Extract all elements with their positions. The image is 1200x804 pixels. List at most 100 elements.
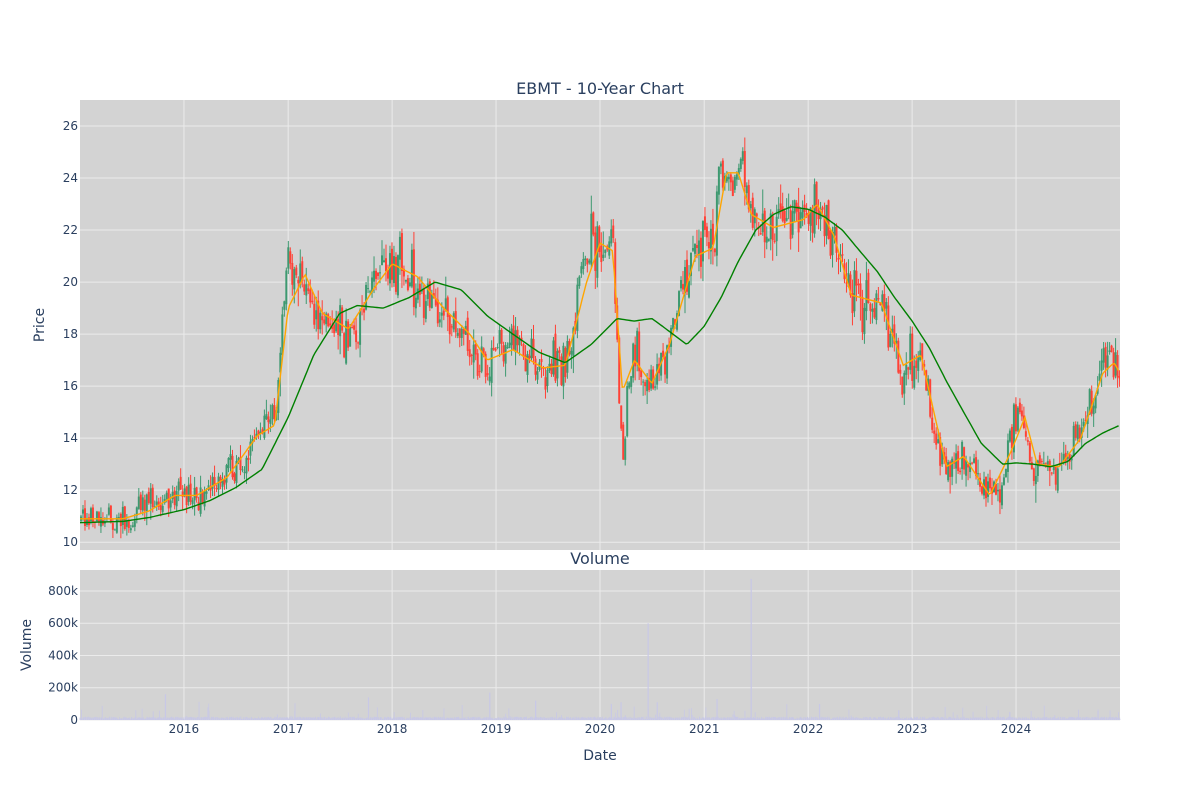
volume-bar <box>711 717 713 720</box>
volume-bar <box>341 718 342 720</box>
candle-body <box>418 283 421 295</box>
candle-body <box>650 369 653 389</box>
volume-bar <box>909 718 910 720</box>
volume-bar <box>1028 719 1030 720</box>
volume-bar <box>378 718 380 720</box>
volume-bar <box>296 717 298 720</box>
volume-bar <box>133 719 135 720</box>
candle <box>610 219 613 247</box>
volume-bar <box>592 719 593 720</box>
candle-body <box>1078 427 1081 439</box>
candle-body <box>664 356 667 375</box>
volume-bar <box>527 718 529 720</box>
volume-bar <box>633 706 635 720</box>
volume-bar <box>655 714 656 720</box>
volume-bar <box>883 717 885 720</box>
volume-bar <box>552 717 554 720</box>
x-tick-label: 2023 <box>897 722 928 736</box>
candle <box>381 240 384 266</box>
candle-body <box>494 348 497 351</box>
candle-body <box>440 312 443 316</box>
volume-bar <box>464 719 466 720</box>
volume-bar <box>85 719 87 720</box>
candle <box>919 342 922 362</box>
volume-bar <box>867 718 869 720</box>
volume-bar <box>396 717 398 720</box>
volume-bar <box>478 717 480 720</box>
candle <box>1008 428 1011 443</box>
candle-body <box>416 288 419 300</box>
volume-bar <box>671 719 673 720</box>
candle-body <box>785 217 788 221</box>
candle-body <box>624 438 627 460</box>
candle <box>755 212 758 230</box>
candle <box>697 229 700 272</box>
volume-bar <box>270 717 271 720</box>
volume-bar <box>1018 718 1020 720</box>
volume-bar <box>990 717 992 720</box>
volume-bar <box>281 717 283 720</box>
volume-bar <box>1069 717 1071 720</box>
volume-bar <box>745 717 747 720</box>
candle-body <box>1080 427 1083 438</box>
volume-y-tick-label: 800k <box>48 584 78 598</box>
volume-bar <box>247 717 248 720</box>
candle <box>727 173 730 191</box>
volume-bar <box>111 718 113 720</box>
volume-bar <box>347 712 349 720</box>
volume-bar <box>412 719 414 720</box>
candle <box>488 367 491 386</box>
candle <box>711 208 714 265</box>
candle <box>408 277 411 288</box>
volume-bar <box>815 716 817 720</box>
x-tick-label: 2022 <box>793 722 824 736</box>
volume-bar <box>557 717 559 720</box>
volume-bar <box>869 717 871 720</box>
volume-bar <box>946 717 947 720</box>
volume-bar <box>720 717 722 720</box>
volume-bar <box>173 718 175 720</box>
volume-bar <box>969 716 971 720</box>
volume-bar <box>468 716 470 720</box>
candle-body <box>371 277 374 293</box>
candle-body <box>618 337 621 404</box>
volume-bar <box>522 719 524 720</box>
candle-body <box>1046 461 1049 468</box>
volume-bar <box>743 717 745 720</box>
volume-bar <box>279 718 281 720</box>
candle-body <box>454 311 457 333</box>
volume-bar <box>594 716 595 720</box>
candle <box>871 303 874 324</box>
candle <box>173 486 176 510</box>
candle <box>761 189 764 236</box>
candle-body <box>913 365 916 388</box>
candle-body <box>462 328 465 334</box>
volume-bar <box>598 719 599 720</box>
candle-body <box>496 346 499 349</box>
volume-bar <box>152 711 154 720</box>
candle-body <box>339 305 342 337</box>
volume-bar <box>954 719 956 720</box>
candle-body <box>1082 421 1085 427</box>
volume-bar <box>757 718 759 720</box>
candle <box>614 238 617 314</box>
volume-bar <box>315 716 316 720</box>
volume-bar <box>272 718 273 720</box>
candle-body <box>909 333 912 370</box>
volume-bar <box>784 717 786 720</box>
candle-body <box>554 333 557 381</box>
volume-bar <box>970 718 972 720</box>
volume-bar <box>159 710 160 720</box>
volume-bar <box>964 718 966 720</box>
candle-body <box>678 291 681 316</box>
candle <box>460 324 463 347</box>
volume-bar <box>778 717 780 720</box>
candle-body <box>1022 415 1025 429</box>
volume-bar <box>198 701 200 720</box>
volume-bar <box>231 716 233 720</box>
volume-bar <box>849 717 850 720</box>
volume-bar <box>343 719 344 720</box>
candle <box>891 315 894 348</box>
candle <box>367 276 370 294</box>
volume-bar <box>808 716 810 720</box>
